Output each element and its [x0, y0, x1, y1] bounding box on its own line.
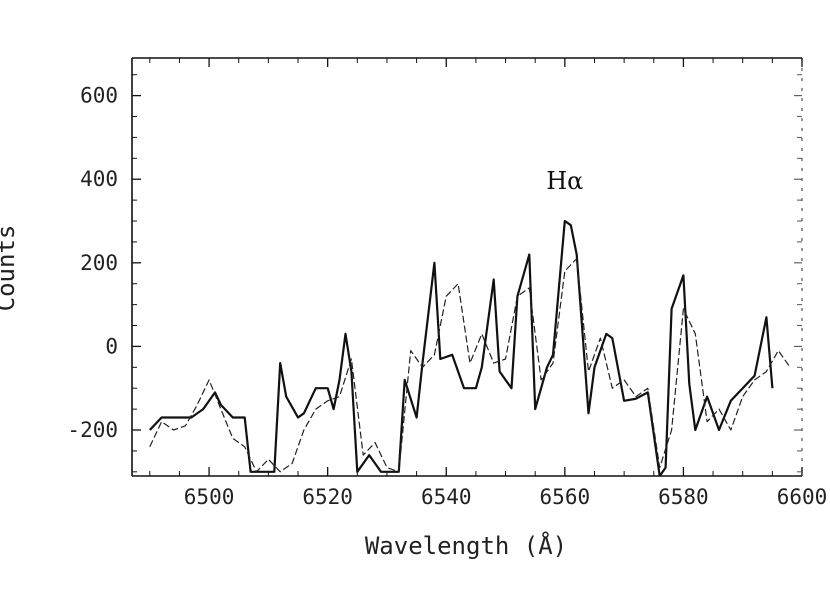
- spectrum-line-solid: [149, 219, 774, 476]
- x-tick-label: 6540: [421, 485, 472, 509]
- x-axis-label: Wavelength (Å): [365, 531, 567, 560]
- x-tick-label: 6600: [777, 485, 828, 509]
- spectrum-line-dashed: [149, 258, 791, 473]
- y-axis-label: Counts: [0, 225, 20, 312]
- x-tick-label: 6580: [658, 485, 709, 509]
- series-layer: [149, 219, 791, 476]
- tick-labels: 6500 6520 6540 6560 6580 6600 600 400 200 0 -200: [67, 84, 827, 509]
- plot-frame: [131, 57, 803, 477]
- x-tick-label: 6500: [184, 485, 235, 509]
- axis-ticks: [132, 58, 803, 476]
- y-tick-label: 600: [80, 84, 118, 108]
- h-alpha-label: Hα: [546, 167, 583, 195]
- y-tick-label: 400: [80, 167, 118, 191]
- x-tick-label: 6520: [302, 485, 353, 509]
- x-tick-label: 6560: [540, 485, 591, 509]
- y-tick-label: 0: [105, 334, 118, 358]
- y-tick-label: -200: [67, 418, 118, 442]
- annotations: Hα: [546, 167, 583, 195]
- y-tick-label: 200: [80, 251, 118, 275]
